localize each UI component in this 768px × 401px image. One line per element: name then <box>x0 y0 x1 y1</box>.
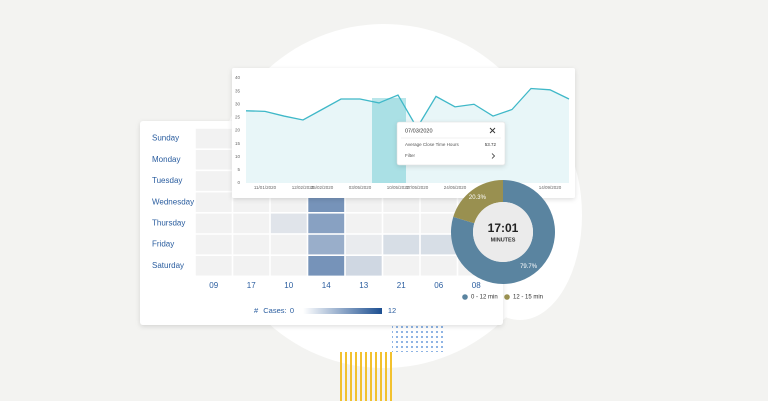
y-tick-label: 35 <box>235 88 241 93</box>
heat-cell <box>308 213 345 234</box>
heat-cell <box>195 171 232 191</box>
x-tick-label: 17/05/2020 <box>406 185 429 190</box>
colorbar-tick: 12 <box>388 306 396 315</box>
chevron <box>491 153 496 159</box>
heat-cell <box>233 213 270 234</box>
slice-label: 79.7% <box>520 264 538 270</box>
heat-cell <box>195 150 232 170</box>
heat-cell <box>195 192 232 212</box>
donut-center <box>473 202 533 262</box>
row-label: Tuesday <box>152 176 182 185</box>
y-tick-label: 40 <box>235 75 241 80</box>
y-tick-label: 15 <box>235 141 241 146</box>
heat-cell <box>345 213 382 234</box>
heat-cell <box>345 234 382 255</box>
colorbar-tick: 0 <box>290 306 294 315</box>
tooltip-label: Average Close Time Hours <box>405 142 459 147</box>
column-label: 10 <box>284 281 293 290</box>
y-tick-label: 25 <box>235 115 241 120</box>
x-tick-label: 24/05/2020 <box>444 185 467 190</box>
heat-cell <box>383 213 420 234</box>
legend-swatch <box>504 294 510 300</box>
center-text: 17:01 <box>488 221 519 235</box>
legend-label: 0 - 12 min <box>471 295 498 301</box>
x-tick-label: 03/05/2020 <box>349 185 372 190</box>
heat-cell <box>383 256 420 276</box>
heat-cell <box>270 256 307 276</box>
heat-cell <box>345 256 382 276</box>
heat-cell <box>195 128 232 149</box>
column-label: 14 <box>322 281 331 290</box>
heat-cell <box>270 234 307 255</box>
row-label: Friday <box>152 240 174 249</box>
heat-cell <box>308 256 345 276</box>
heat-cell <box>195 213 232 234</box>
heat-cell <box>383 234 420 255</box>
x-tick-label: 25/02/2020 <box>311 185 334 190</box>
column-label: 13 <box>359 281 368 290</box>
legend-label: 12 - 15 min <box>513 295 543 301</box>
tooltip-value: 53.72 <box>485 142 497 147</box>
heat-cell <box>308 234 345 255</box>
column-label: 17 <box>247 281 256 290</box>
heat-cell <box>233 234 270 255</box>
x-tick-label: 14/09/2020 <box>539 185 562 190</box>
x-tick-label: 12/02/2020 <box>292 185 315 190</box>
close-icon <box>489 127 496 134</box>
line <box>245 87 570 130</box>
tooltip-box <box>396 121 506 166</box>
heat-cell <box>195 234 232 255</box>
donut-card: 79.7% 20.3% 17:01 MINUTES 0 - 12 min 12 - 15 … <box>450 180 555 301</box>
colorbar <box>303 308 382 314</box>
row-label: Wednesday <box>152 197 194 206</box>
donut-slice <box>450 180 555 284</box>
y-tick-label: 0 <box>237 180 240 185</box>
heat-cell <box>270 213 307 234</box>
heat-cell <box>233 256 270 276</box>
heat-cell <box>195 256 232 276</box>
line-card: 0 5 10 15 20 25 30 35 40 11/01/2020 12/02/202025/0… <box>232 68 575 198</box>
y-tick-label: 5 <box>237 167 240 172</box>
center-subtext: MINUTES <box>491 237 516 243</box>
column-label: 08 <box>472 281 481 290</box>
donut-slice <box>453 180 503 224</box>
row-label: Sunday <box>152 134 179 143</box>
tooltip-date: 07/03/2020 <box>405 128 433 134</box>
y-tick-label: 30 <box>235 101 241 106</box>
row-label: Thursday <box>152 219 185 228</box>
stripe-pattern <box>340 352 392 401</box>
tooltip: 07/03/2020 Average Close Time Hours 53.72 F… <box>396 121 506 166</box>
column-label: 06 <box>434 281 443 290</box>
legend-swatch <box>462 294 468 300</box>
heat-cell <box>420 234 457 255</box>
row-label: Saturday <box>152 261 184 270</box>
dot-pattern <box>392 326 445 352</box>
row-label: Monday <box>152 155 180 164</box>
y-tick-label: 20 <box>235 128 241 133</box>
column-label: 21 <box>397 281 406 290</box>
x-tick-label: 10/05/2020 <box>387 185 410 190</box>
slice-label: 20.3% <box>469 195 487 201</box>
column-label: 09 <box>209 281 218 290</box>
y-tick-label: 10 <box>235 154 241 159</box>
x-tick-label: 11/01/2020 <box>254 185 277 190</box>
heat-cell <box>420 213 457 234</box>
tooltip-action[interactable]: Filter <box>405 153 416 158</box>
heat-cell <box>420 256 457 276</box>
colorbar-label: # Cases: <box>254 306 287 315</box>
